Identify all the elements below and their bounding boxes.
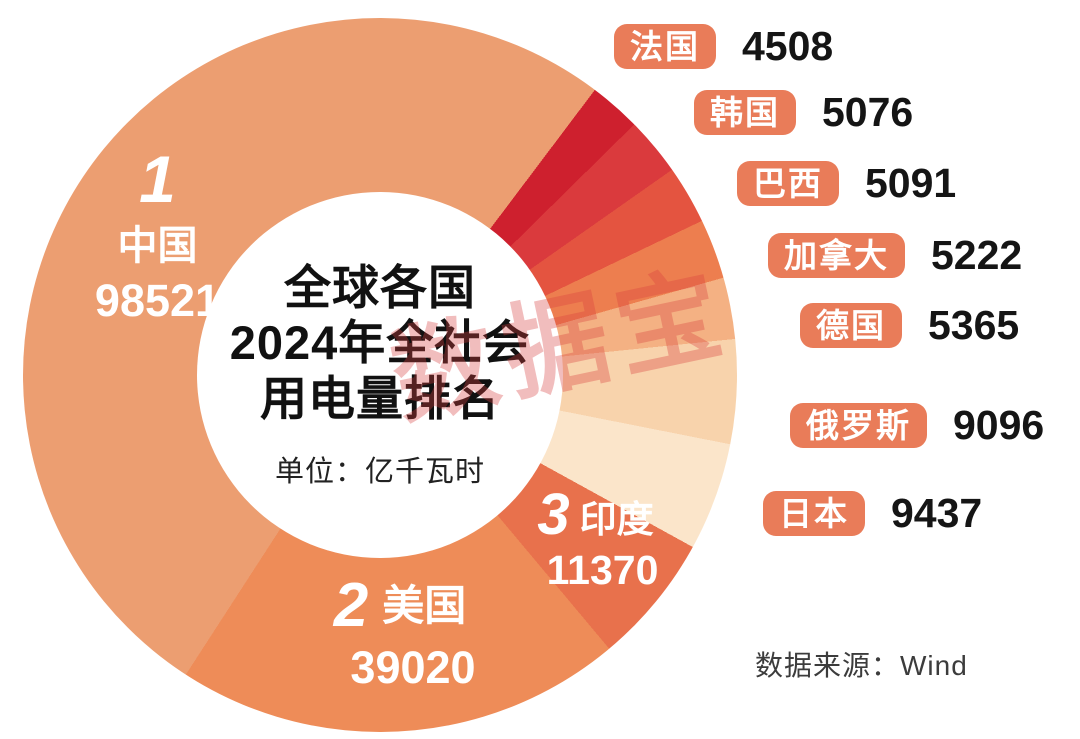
rank-number: 1 <box>139 142 176 216</box>
legend-value: 5076 <box>822 89 914 135</box>
slice-label-usa: 2 美国 39020 <box>300 575 500 693</box>
legend-item-korea: 韩国 5076 <box>694 89 913 136</box>
legend-value: 9437 <box>891 490 983 536</box>
country-value: 98521 <box>94 275 221 326</box>
country-value: 39020 <box>350 642 476 693</box>
legend-item-france: 法国 4508 <box>614 23 833 70</box>
country-badge: 巴西 <box>737 161 839 206</box>
legend-item-germany: 德国 5365 <box>800 302 1019 349</box>
country-value: 11370 <box>546 547 659 593</box>
country-badge: 加拿大 <box>768 233 905 278</box>
legend-value: 9096 <box>953 402 1045 448</box>
country-name: 中国 <box>117 224 198 268</box>
country-name: 美国 <box>382 582 467 629</box>
country-badge: 俄罗斯 <box>790 403 927 448</box>
unit-label: 单位：亿千瓦时 <box>274 456 485 489</box>
chart-title-line3: 用电量排名 <box>260 371 500 425</box>
legend-value: 5091 <box>865 160 957 206</box>
rank-number: 3 <box>537 482 570 547</box>
country-badge: 韩国 <box>694 90 796 135</box>
country-name: 印度 <box>579 498 654 540</box>
data-source: 数据来源：Wind <box>755 650 968 681</box>
chart-title-line1: 全球各国 <box>284 260 476 314</box>
legend-item-russia: 俄罗斯 9096 <box>790 402 1044 449</box>
country-badge: 法国 <box>614 24 716 69</box>
chart-title-line2: 2024年全社会 <box>229 316 531 370</box>
legend-value: 5365 <box>928 302 1020 348</box>
legend-value: 5222 <box>931 232 1023 278</box>
donut-center: 全球各国 2024年全社会 用电量排名 单位：亿千瓦时 <box>197 192 563 558</box>
country-badge: 德国 <box>800 303 902 348</box>
legend-item-canada: 加拿大 5222 <box>768 232 1022 279</box>
slice-label-china: 1 中国 98521 <box>55 146 260 323</box>
chart-title: 全球各国 2024年全社会 用电量排名 <box>230 260 531 426</box>
slice-label-india: 3 印度 11370 <box>508 486 683 591</box>
rank-number: 2 <box>333 571 369 640</box>
legend-value: 4508 <box>742 23 834 69</box>
legend-item-brazil: 巴西 5091 <box>737 160 956 207</box>
country-badge: 日本 <box>763 491 865 536</box>
rank-row: 2 美国 <box>334 575 467 637</box>
rank-row: 3 印度 <box>537 486 653 544</box>
legend-item-japan: 日本 9437 <box>763 490 982 537</box>
